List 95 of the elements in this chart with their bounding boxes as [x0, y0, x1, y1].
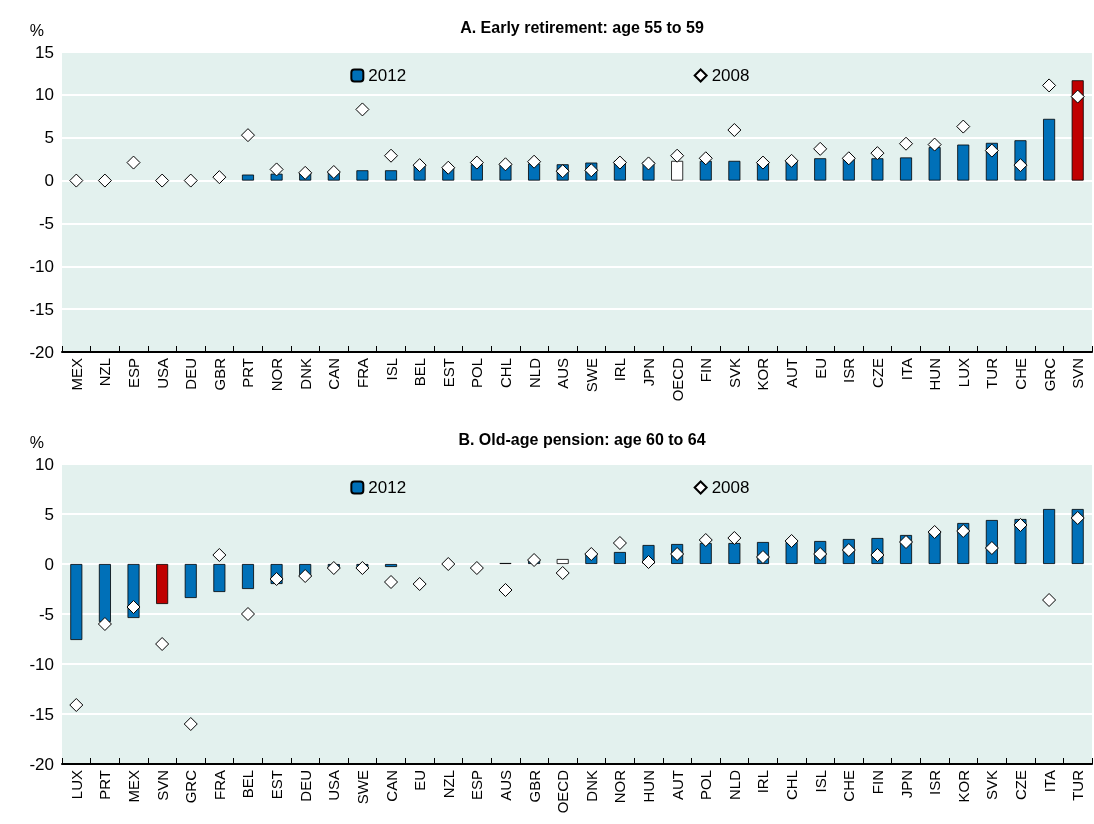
y-tick-label: -20: [29, 342, 54, 362]
x-tick-label: CHE: [840, 770, 858, 802]
x-tick-label: POL: [468, 358, 486, 389]
y-tick-label: 10: [35, 454, 54, 474]
x-tick-label: ITA: [1040, 770, 1058, 793]
x-tick-label: BEL: [411, 358, 429, 387]
legend-label: 2012: [368, 478, 407, 497]
x-tick-label: USA: [153, 358, 171, 389]
x-tick-label: CZE: [868, 358, 886, 388]
x-tick-label: ESP: [468, 770, 486, 801]
x-tick-label: CHL: [783, 770, 801, 801]
x-tick-label: GRC: [1040, 357, 1058, 392]
y-tick-label: -5: [38, 213, 54, 233]
x-tick-label: FIN: [697, 358, 715, 383]
x-tick-label: CHE: [1011, 358, 1029, 390]
x-tick-label: AUS: [496, 770, 514, 801]
x-tick-label: AUS: [554, 358, 572, 389]
x-tick-label: OECD: [668, 357, 686, 402]
x-tick-label: HUN: [926, 358, 944, 391]
x-tick-label: EU: [811, 358, 829, 379]
x-tick-label: LUX: [67, 770, 85, 800]
y-tick-label: 15: [35, 42, 54, 62]
y-tick-label: -10: [29, 654, 54, 674]
x-tick-label: DEU: [182, 358, 200, 390]
x-tick-label: JPN: [640, 358, 658, 387]
x-tick-label: KOR: [954, 769, 972, 803]
x-tick-label: FRA: [210, 770, 228, 800]
x-tick-label: SWE: [582, 358, 600, 393]
x-tick-label: NLD: [725, 769, 743, 801]
x-tick-label: SVK: [983, 770, 1001, 801]
x-tick-label: TUR: [983, 357, 1001, 389]
chart-title: A. Early retirement: age 55 to 59: [460, 18, 704, 36]
x-tick-label: CAN: [325, 358, 343, 390]
y-tick-label: -5: [38, 604, 54, 624]
x-tick-label: KOR: [754, 357, 772, 391]
y-tick-label: -15: [29, 704, 54, 724]
x-tick-label: NLD: [525, 357, 543, 389]
y-tick-label: 0: [44, 554, 54, 574]
y-tick-label: -15: [29, 299, 54, 319]
x-tick-label: ISR: [926, 769, 944, 796]
y-tick-label: -20: [29, 754, 54, 774]
x-tick-label: FRA: [353, 358, 371, 388]
y-tick-label: 10: [35, 85, 54, 105]
x-tick-label: EST: [268, 770, 286, 800]
x-tick-label: FIN: [868, 770, 886, 795]
x-tick-label: ISL: [811, 770, 829, 793]
y-tick-label: 0: [44, 171, 54, 191]
x-tick-label: BEL: [239, 770, 257, 799]
x-tick-label: IRL: [754, 770, 772, 794]
y-axis-title: %: [29, 21, 44, 39]
x-tick-label: IRL: [611, 358, 629, 382]
x-tick-label: SWE: [353, 770, 371, 805]
x-tick-label: GBR: [210, 357, 228, 391]
x-tick-label: JPN: [897, 770, 915, 799]
y-axis-title: %: [29, 433, 44, 451]
x-tick-label: EU: [411, 770, 429, 791]
x-tick-label: NZL: [96, 358, 114, 387]
x-tick-label: ITA: [897, 358, 915, 381]
x-tick-label: ISR: [840, 357, 858, 384]
x-tick-label: NZL: [439, 770, 457, 799]
y-tick-label: -10: [29, 256, 54, 276]
x-tick-label: SVN: [153, 770, 171, 801]
x-tick-label: HUN: [640, 770, 658, 803]
legend-label: 2008: [711, 478, 750, 497]
chart-title: B. Old-age pension: age 60 to 64: [458, 430, 706, 448]
x-tick-label: NOR: [268, 357, 286, 392]
x-tick-label: PRT: [239, 358, 257, 388]
x-tick-label: PRT: [96, 770, 114, 800]
x-tick-label: SVK: [725, 358, 743, 389]
y-tick-label: 5: [44, 128, 54, 148]
x-tick-label: CZE: [1011, 770, 1029, 800]
x-tick-label: DEU: [296, 770, 314, 802]
x-tick-label: USA: [325, 770, 343, 801]
x-tick-label: EST: [439, 358, 457, 388]
x-tick-label: MEX: [125, 770, 143, 803]
legend-label: 2012: [368, 66, 407, 85]
x-tick-label: DNK: [296, 358, 314, 390]
x-tick-label: AUT: [783, 358, 801, 388]
x-tick-label: MEX: [67, 358, 85, 391]
x-tick-label: POL: [697, 770, 715, 801]
legend-label: 2008: [711, 66, 750, 85]
x-tick-label: ESP: [125, 358, 143, 389]
x-tick-label: LUX: [954, 358, 972, 388]
x-tick-label: OECD: [554, 769, 572, 814]
x-tick-label: NOR: [611, 769, 629, 804]
y-tick-label: 5: [44, 504, 54, 524]
x-tick-label: CHL: [496, 358, 514, 389]
x-tick-label: CAN: [382, 770, 400, 802]
x-tick-label: AUT: [668, 770, 686, 800]
x-tick-label: GRC: [182, 769, 200, 804]
x-tick-label: TUR: [1069, 769, 1087, 801]
x-tick-label: ISL: [382, 358, 400, 381]
x-tick-label: DNK: [582, 770, 600, 802]
x-tick-label: SVN: [1069, 358, 1087, 389]
x-tick-label: GBR: [525, 769, 543, 803]
